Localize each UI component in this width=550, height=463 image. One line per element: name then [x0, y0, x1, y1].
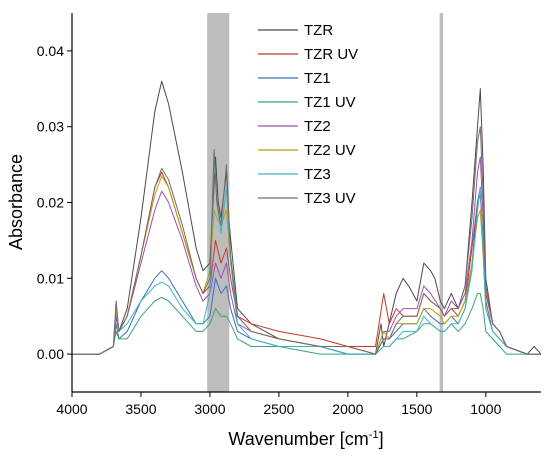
x-tick-label: 3500 — [125, 401, 156, 417]
series-line-tz3 — [72, 156, 541, 355]
x-tick-label: 1500 — [401, 401, 432, 417]
legend: TZR TZR UV TZ1 TZ1 UV TZ2 TZ2 UV TZ3 TZ3 UV — [258, 22, 358, 207]
x-axis-title-sup: -1 — [369, 429, 379, 441]
x-tick-label: 2000 — [332, 401, 363, 417]
series-line-tz1-uv — [72, 293, 541, 355]
x-tick-label: 4000 — [56, 401, 87, 417]
legend-label: TZR UV — [304, 46, 358, 63]
x-ticks: 4000 3500 3000 2500 2000 1500 1000 — [56, 392, 502, 417]
legend-label: TZR — [304, 22, 333, 39]
x-axis-title-main: Wavenumber [cm — [228, 429, 368, 449]
y-tick-label: 0.02 — [37, 195, 64, 211]
x-axis-title: Wavenumber [cm-1] — [228, 429, 383, 449]
legend-label: TZ2 UV — [304, 142, 356, 159]
x-tick-label: 2500 — [263, 401, 294, 417]
y-tick-label: 0.04 — [37, 43, 64, 59]
highlight-band-1 — [439, 13, 444, 392]
legend-label: TZ1 — [304, 70, 331, 87]
x-axis-title-close: ] — [379, 429, 384, 449]
y-tick-label: 0.01 — [37, 270, 64, 286]
x-tick-label: 3000 — [194, 401, 225, 417]
legend-label: TZ3 UV — [304, 190, 356, 207]
y-axis-title: Absorbance — [6, 154, 26, 250]
legend-label: TZ3 — [304, 166, 331, 183]
series-lines — [72, 80, 542, 355]
legend-label: TZ1 UV — [304, 94, 356, 111]
y-tick-label: 0.03 — [37, 119, 64, 135]
x-tick-label: 1000 — [470, 401, 501, 417]
y-tick-label: 0.00 — [37, 346, 64, 362]
y-ticks: 0.00 0.01 0.02 0.03 0.04 — [37, 43, 72, 362]
series-line-tzr — [72, 80, 542, 355]
legend-label: TZ2 — [304, 118, 331, 135]
series-line-tz3-uv — [72, 126, 541, 355]
